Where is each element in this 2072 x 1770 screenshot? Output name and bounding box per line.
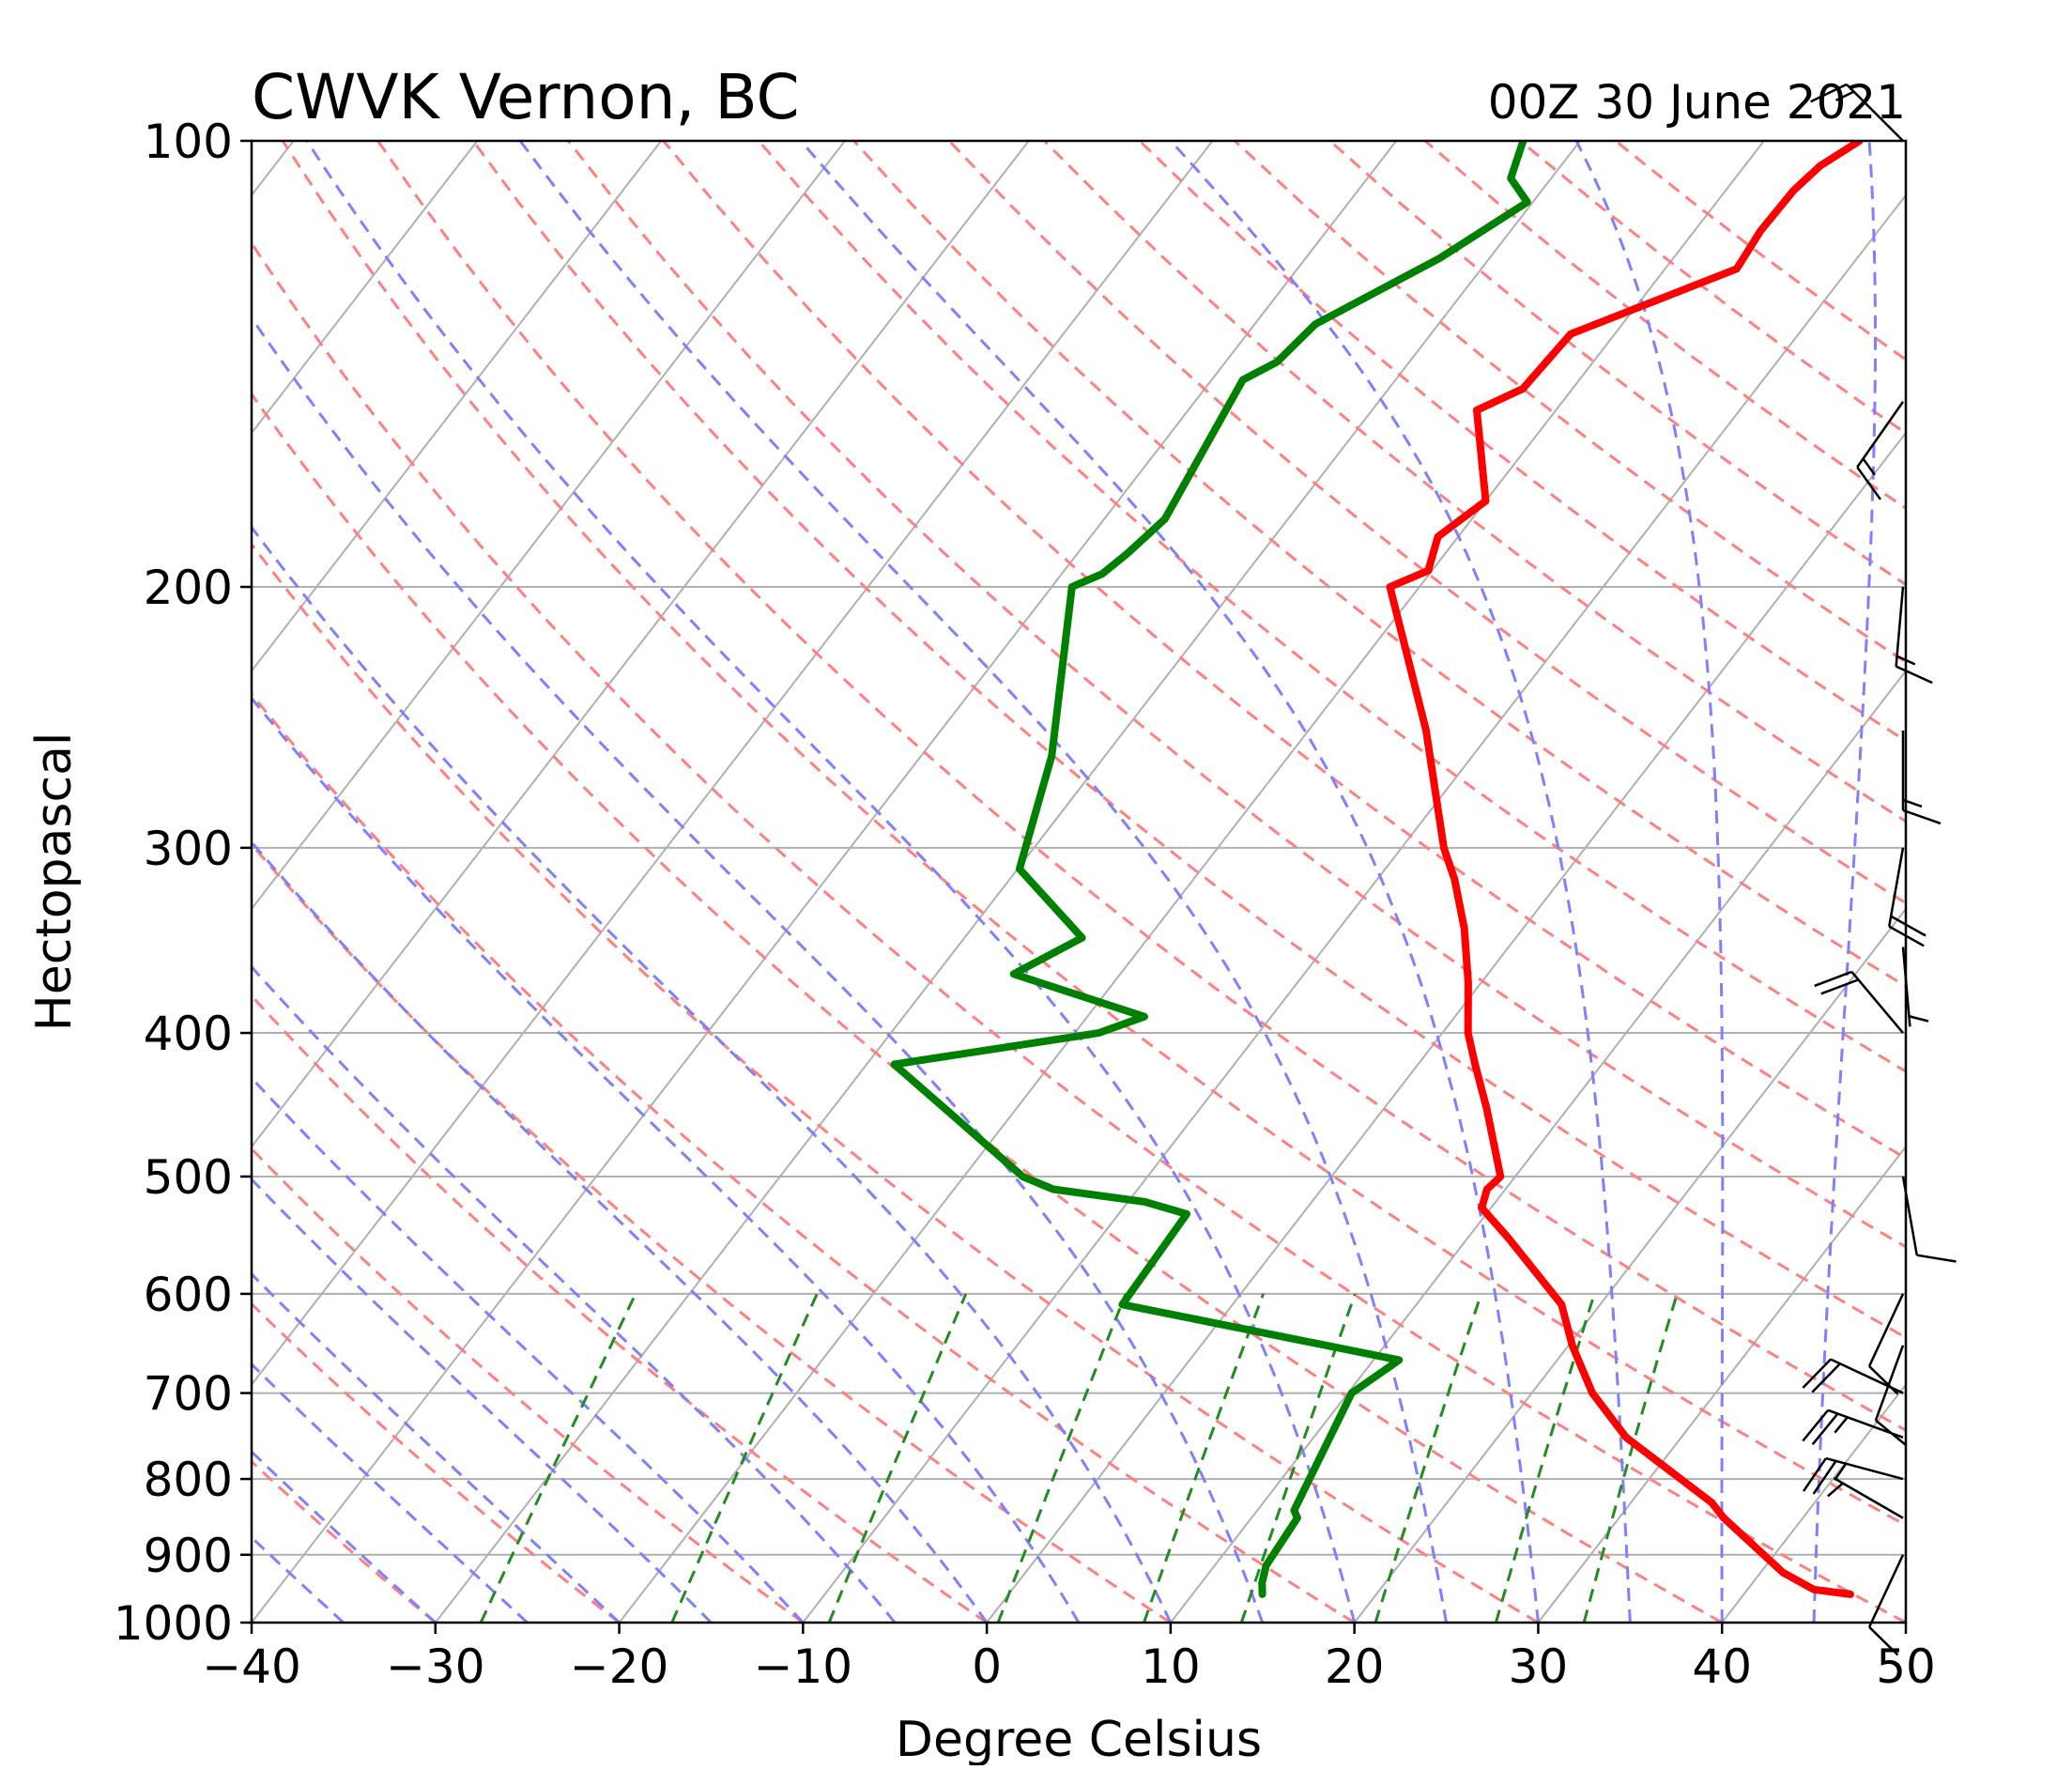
- chart-title: CWVK Vernon, BC: [252, 61, 800, 133]
- x-tick-label: 40: [1692, 1639, 1752, 1694]
- y-tick-label: 700: [144, 1367, 233, 1422]
- y-tick-label: 800: [144, 1453, 233, 1507]
- x-axis-label: Degree Celsius: [896, 1712, 1262, 1765]
- x-tick-label: 20: [1325, 1639, 1385, 1694]
- x-tick-label: −30: [386, 1639, 485, 1694]
- y-axis-label: Hectopascal: [26, 732, 83, 1032]
- y-tick-label: 300: [144, 822, 233, 876]
- y-tick-label: 100: [144, 115, 233, 169]
- y-tick-label: 1000: [114, 1596, 233, 1651]
- y-tick-label: 900: [144, 1529, 233, 1583]
- y-tick-label: 500: [144, 1150, 233, 1205]
- x-tick-label: 0: [972, 1639, 1002, 1694]
- x-tick-label: −20: [570, 1639, 669, 1694]
- x-tick-label: −10: [754, 1639, 853, 1694]
- y-tick-label: 400: [144, 1007, 233, 1061]
- x-tick-label: 10: [1141, 1639, 1201, 1694]
- x-tick-label: 50: [1876, 1639, 1936, 1694]
- x-tick-label: 30: [1509, 1639, 1569, 1694]
- y-tick-label: 200: [144, 561, 233, 615]
- chart-subtitle: 00Z 30 June 2021: [1488, 75, 1906, 130]
- y-tick-label: 600: [144, 1268, 233, 1322]
